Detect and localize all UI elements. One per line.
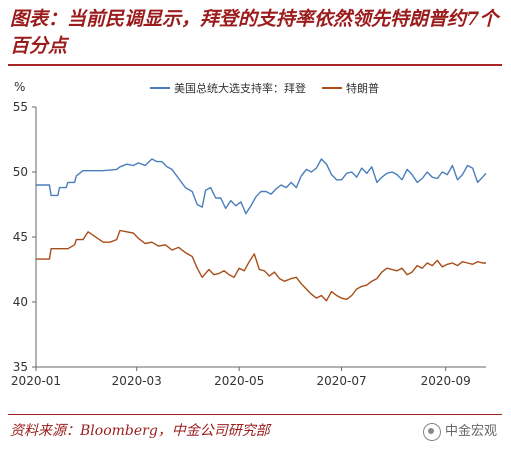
legend-label-2: 特朗普 — [346, 81, 379, 95]
footer-divider — [8, 414, 502, 415]
watermark-label: 中金宏观 — [444, 424, 497, 439]
x-tick-label: 2020-01 — [11, 374, 61, 388]
chart-axes: % 35 40 45 50 55 2020-01 2020-03 2020-05 2020-07 2… — [11, 80, 486, 388]
chart-legend: 美国总统大选支持率：拜登 特朗普 — [150, 81, 379, 95]
watermark: 中金宏观 — [422, 420, 497, 441]
source-note: 资料来源：Bloomberg，中金公司研究部 — [10, 423, 270, 439]
y-axis-unit: % — [14, 80, 25, 94]
x-tick-label: 2020-09 — [421, 374, 471, 388]
y-tick-label: 45 — [13, 230, 28, 244]
chart-title: 图表：当前民调显示，拜登的支持率依然领先特朗普约7个百分点 — [10, 8, 499, 57]
x-tick-label: 2020-03 — [112, 374, 162, 388]
legend-label-1: 美国总统大选支持率：拜登 — [174, 81, 306, 95]
x-tick-label: 2020-05 — [214, 374, 264, 388]
line-chart: 美国总统大选支持率：拜登 特朗普 % 35 40 45 50 55 2020-01 2020-0… — [11, 80, 487, 388]
y-tick-label: 55 — [13, 100, 28, 114]
x-tick-label: 2020-07 — [317, 374, 367, 388]
chart-series — [36, 158, 487, 302]
y-tick-label: 40 — [13, 295, 28, 309]
y-tick-label: 35 — [13, 360, 28, 374]
title-divider — [8, 64, 502, 66]
series-line-1 — [36, 158, 487, 215]
series-line-2 — [36, 229, 486, 302]
wechat-logo-icon — [422, 422, 441, 441]
y-tick-label: 50 — [13, 165, 28, 179]
